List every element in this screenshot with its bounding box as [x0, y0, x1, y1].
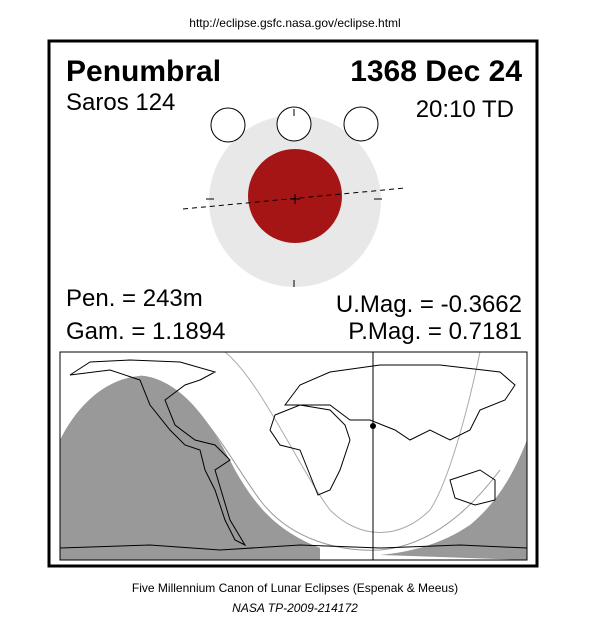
eurasia-outline: [284, 364, 516, 441]
world-map: [59, 351, 528, 561]
penumbral-limit: [224, 351, 481, 533]
footer-title: Five Millennium Canon of Lunar Eclipses …: [132, 581, 458, 595]
time: 20:10 TD: [416, 96, 514, 123]
africa-outline: [269, 404, 351, 496]
sub-lunar-point: [370, 423, 376, 429]
moon-greatest: [276, 106, 312, 142]
night-region-east: [380, 440, 527, 560]
eclipse-type: Penumbral: [66, 55, 221, 88]
antarctica-outline: [59, 544, 528, 551]
footer-reference: NASA TP-2009-214172: [232, 601, 358, 615]
penumbral-duration: Pen. = 243m: [66, 285, 203, 312]
gamma: Gam. = 1.1894: [66, 318, 225, 345]
americas-outline: [69, 359, 247, 547]
map-border: [59, 351, 528, 561]
moon-first-contact: [210, 107, 246, 143]
moon-last-contact: [343, 106, 379, 142]
source-url: http://eclipse.gsfc.nasa.gov/eclipse.htm…: [189, 16, 400, 30]
australia-outline: [449, 469, 496, 506]
eclipse-geometry: [182, 106, 406, 287]
night-region-west: [60, 376, 320, 560]
penumbral-limit: [139, 375, 501, 551]
umbral-magnitude: U.Mag. = -0.3662: [336, 291, 522, 318]
saros: Saros 124: [66, 89, 175, 116]
eclipse-date: 1368 Dec 24: [350, 55, 522, 88]
penumbral-magnitude: P.Mag. = 0.7181: [348, 318, 522, 345]
